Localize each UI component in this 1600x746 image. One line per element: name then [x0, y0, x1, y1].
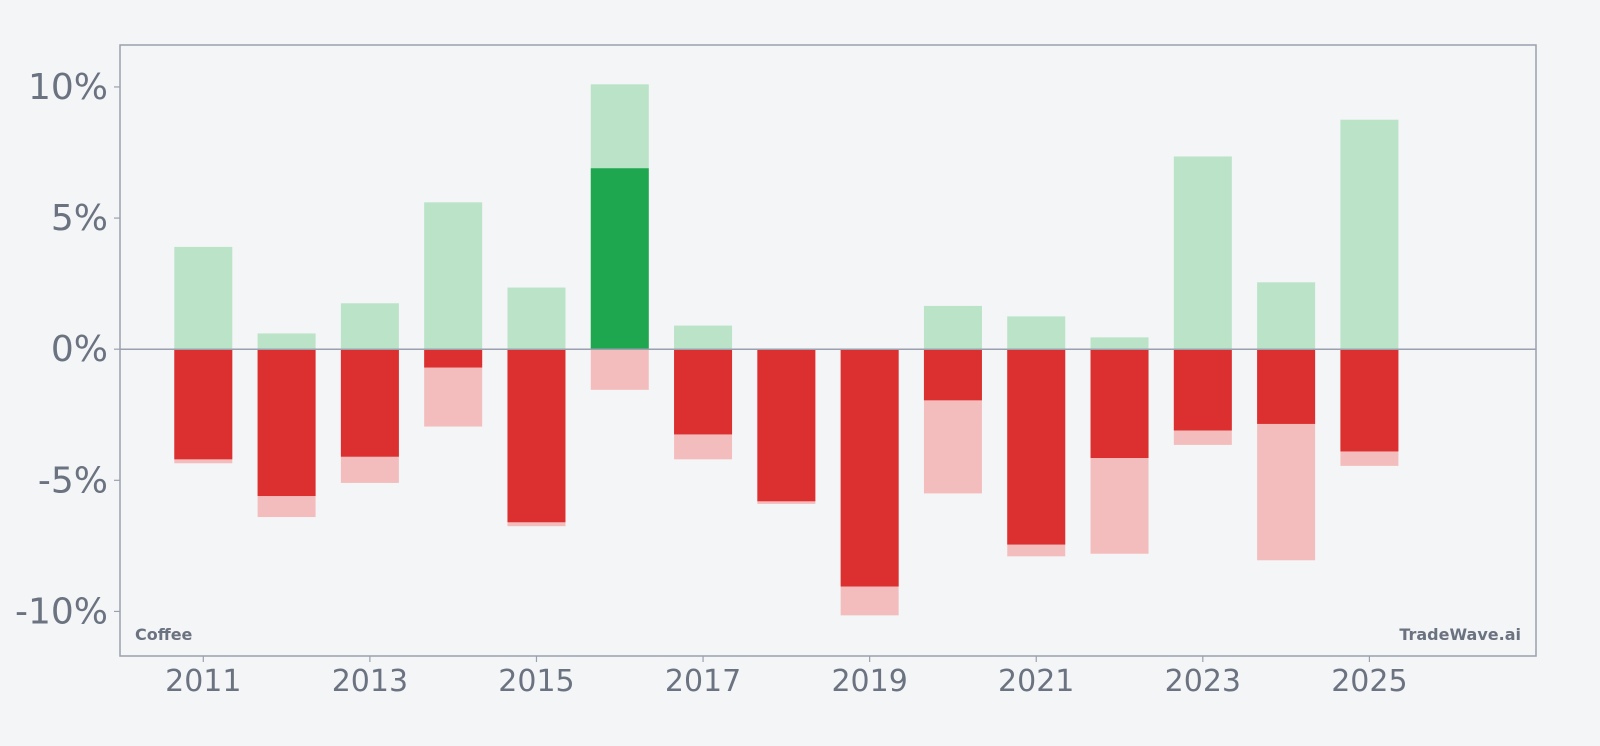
bar-value-2011 [174, 349, 233, 460]
bars-layer [174, 84, 1399, 616]
bar-group-2018 [757, 349, 816, 504]
x-tick-label-2011: 2011 [165, 664, 241, 699]
y-tick-label--5: -5% [38, 460, 108, 501]
bar-group-2021 [1007, 316, 1066, 557]
x-tick-label-2017: 2017 [665, 664, 741, 699]
bar-value-2024 [1257, 349, 1316, 424]
bar-value-2016 [590, 168, 649, 350]
bar-max-range-2014 [424, 202, 483, 350]
bar-group-2022 [1090, 337, 1149, 554]
bar-max-range-2021 [1007, 316, 1066, 350]
bar-min-range-2016 [590, 349, 649, 390]
bar-value-2018 [757, 349, 816, 502]
bar-group-2020 [923, 305, 982, 494]
bar-group-2019 [840, 349, 899, 616]
bar-group-2011 [174, 246, 233, 464]
bar-max-range-2011 [174, 246, 233, 350]
y-tick-label-5: 5% [51, 198, 108, 239]
y-tick-label-10: 10% [28, 67, 108, 108]
bar-value-2013 [340, 349, 399, 457]
x-tick-label-2015: 2015 [498, 664, 574, 699]
bar-value-2012 [257, 349, 316, 497]
y-tick-label-0: 0% [51, 329, 108, 370]
bar-max-range-2022 [1090, 337, 1149, 350]
bar-value-2015 [507, 349, 566, 523]
bar-group-2012 [257, 333, 316, 518]
bar-max-range-2024 [1257, 282, 1316, 350]
y-tick-label--10: -10% [15, 591, 108, 632]
bar-value-2023 [1173, 349, 1232, 431]
bar-group-2025 [1340, 119, 1399, 466]
x-axis: 2011 2013 2015 2017 2019 2021 2023 2025 [165, 656, 1408, 699]
y-axis: 10% 5% 0% -5% -10% [15, 67, 120, 632]
bar-group-2024 [1257, 282, 1316, 561]
x-tick-label-2019: 2019 [831, 664, 907, 699]
commodity-label: Coffee [135, 625, 193, 644]
bar-group-2017 [674, 325, 733, 460]
bar-max-range-2015 [507, 287, 566, 350]
bar-max-range-2023 [1173, 156, 1232, 350]
plot-frame [119, 44, 1537, 657]
bar-value-2020 [923, 349, 982, 401]
bar-max-range-2020 [923, 305, 982, 350]
bar-group-2013 [340, 303, 399, 483]
bar-value-2022 [1090, 349, 1149, 459]
bar-value-2014 [424, 349, 483, 368]
x-tick-label-2021: 2021 [998, 664, 1074, 699]
x-tick-label-2023: 2023 [1165, 664, 1241, 699]
bar-max-range-2012 [257, 333, 316, 350]
bar-value-2019 [840, 349, 899, 587]
bar-value-2017 [674, 349, 733, 435]
brand-watermark: TradeWave.ai [1399, 625, 1521, 644]
bar-group-2014 [424, 202, 483, 427]
x-tick-label-2013: 2013 [332, 664, 408, 699]
x-tick-label-2025: 2025 [1331, 664, 1407, 699]
bar-group-2023 [1173, 156, 1232, 445]
bar-max-range-2013 [340, 303, 399, 350]
bar-value-2021 [1007, 349, 1066, 545]
bar-group-2015 [507, 287, 566, 527]
bar-max-range-2025 [1340, 119, 1399, 350]
bar-max-range-2017 [674, 325, 733, 350]
bar-group-2016 [590, 84, 649, 390]
bar-value-2025 [1340, 349, 1399, 452]
